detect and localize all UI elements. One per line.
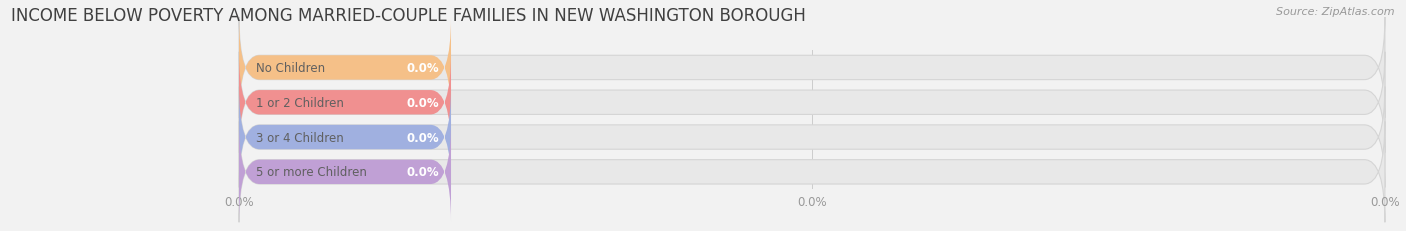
FancyBboxPatch shape [239,53,1385,153]
Text: 0.0%: 0.0% [406,62,440,75]
FancyBboxPatch shape [239,122,451,222]
FancyBboxPatch shape [239,87,1385,188]
Text: 5 or more Children: 5 or more Children [256,166,367,179]
Text: 3 or 4 Children: 3 or 4 Children [256,131,344,144]
FancyBboxPatch shape [239,122,1385,222]
FancyBboxPatch shape [239,18,451,119]
FancyBboxPatch shape [239,53,451,153]
Text: 1 or 2 Children: 1 or 2 Children [256,96,344,109]
Text: 0.0%: 0.0% [406,96,440,109]
Text: 0.0%: 0.0% [406,131,440,144]
Text: No Children: No Children [256,62,325,75]
Text: INCOME BELOW POVERTY AMONG MARRIED-COUPLE FAMILIES IN NEW WASHINGTON BOROUGH: INCOME BELOW POVERTY AMONG MARRIED-COUPL… [11,7,806,25]
Text: 0.0%: 0.0% [406,166,440,179]
Text: Source: ZipAtlas.com: Source: ZipAtlas.com [1277,7,1395,17]
FancyBboxPatch shape [239,18,1385,119]
FancyBboxPatch shape [239,87,451,188]
